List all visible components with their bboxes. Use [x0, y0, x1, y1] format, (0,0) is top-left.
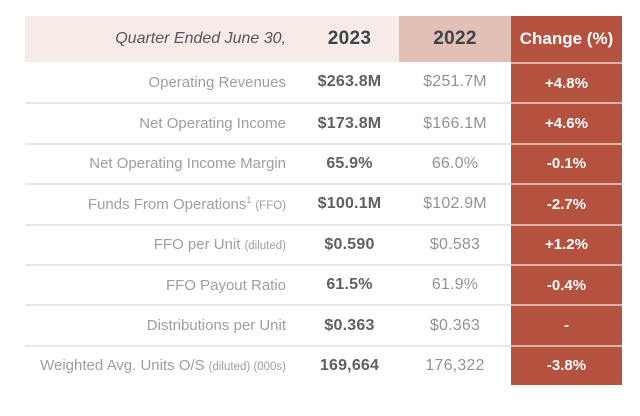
change-value: +4.6%: [511, 102, 622, 143]
table-row: Funds From Operations1 (FFO) $100.1M $102…: [25, 183, 622, 224]
value-2023: $0.590: [300, 223, 399, 264]
value-2023: 61.5%: [300, 263, 399, 304]
change-value: -2.7%: [511, 183, 622, 224]
table-row: Operating Revenues $263.8M $251.7M +4.8%: [25, 62, 622, 103]
change-value: -3.8%: [511, 344, 622, 386]
row-label-suffix: (diluted): [244, 240, 286, 253]
header-col-2023: 2023: [300, 16, 399, 62]
row-label-suffix: (FFO): [255, 199, 286, 212]
table-row: FFO Payout Ratio 61.5% 61.9% -0.4%: [25, 263, 622, 305]
value-2022: $166.1M: [399, 102, 511, 142]
value-2022: 61.9%: [399, 263, 511, 304]
change-value: -0.4%: [511, 263, 622, 305]
value-2022: 176,322: [399, 344, 511, 385]
row-label: Distributions per Unit: [146, 317, 286, 335]
change-value: +4.8%: [511, 62, 622, 103]
value-2022: $102.9M: [399, 183, 511, 223]
quarterly-results-table: Quarter Ended June 30, 2023 2022 Change …: [25, 16, 622, 386]
value-2022: 66.0%: [399, 142, 511, 183]
row-label: Net Operating Income Margin: [89, 155, 286, 173]
header-quarter-label: Quarter Ended June 30,: [25, 16, 300, 62]
row-label-cell: Weighted Avg. Units O/S (diluted) (000s): [25, 344, 300, 385]
row-label-cell: FFO per Unit (diluted): [25, 223, 300, 264]
table-row: Distributions per Unit $0.363 $0.363 -: [25, 304, 622, 345]
change-value: +1.2%: [511, 223, 622, 264]
table-header-row: Quarter Ended June 30, 2023 2022 Change …: [25, 16, 622, 62]
value-2023: $0.363: [300, 304, 399, 344]
table-row: Weighted Avg. Units O/S (diluted) (000s) …: [25, 344, 622, 386]
row-label-cell: Distributions per Unit: [25, 304, 300, 344]
value-2023: $173.8M: [300, 102, 399, 142]
row-label-cell: Operating Revenues: [25, 62, 300, 102]
row-label-cell: Net Operating Income Margin: [25, 142, 300, 183]
row-label: FFO Payout Ratio: [165, 276, 286, 294]
footnote-superscript: 1: [246, 194, 252, 205]
row-label: Net Operating Income: [139, 115, 286, 133]
header-col-change: Change (%): [511, 16, 622, 62]
value-2022: $0.363: [399, 304, 511, 344]
row-label-cell: Funds From Operations1 (FFO): [25, 183, 300, 223]
value-2022: $0.583: [399, 223, 511, 264]
value-2023: $263.8M: [317, 73, 382, 91]
value-2023: 169,664: [300, 344, 399, 385]
table-row: Net Operating Income Margin 65.9% 66.0% …: [25, 142, 622, 184]
table-body: Operating Revenues $263.8M $251.7M +4.8%…: [25, 62, 622, 386]
row-label: Weighted Avg. Units O/S (diluted) (000s): [40, 357, 286, 375]
value-2022: $251.7M: [423, 73, 487, 91]
row-label: Funds From Operations1 (FFO): [87, 194, 286, 213]
row-label-cell: FFO Payout Ratio: [25, 263, 300, 304]
value-2023: 65.9%: [300, 142, 399, 183]
row-label: Operating Revenues: [148, 73, 286, 91]
row-label-suffix: (diluted) (000s): [208, 361, 286, 374]
change-value: -0.1%: [511, 142, 622, 184]
row-label-cell: Net Operating Income: [25, 102, 300, 142]
table-row: FFO per Unit (diluted) $0.590 $0.583 +1.2…: [25, 223, 622, 264]
header-col-2022: 2022: [399, 16, 511, 62]
row-label: FFO per Unit (diluted): [153, 236, 286, 254]
table-row: Net Operating Income $173.8M $166.1M +4.…: [25, 102, 622, 143]
change-value: -: [511, 304, 622, 345]
value-2023: $100.1M: [300, 183, 399, 223]
